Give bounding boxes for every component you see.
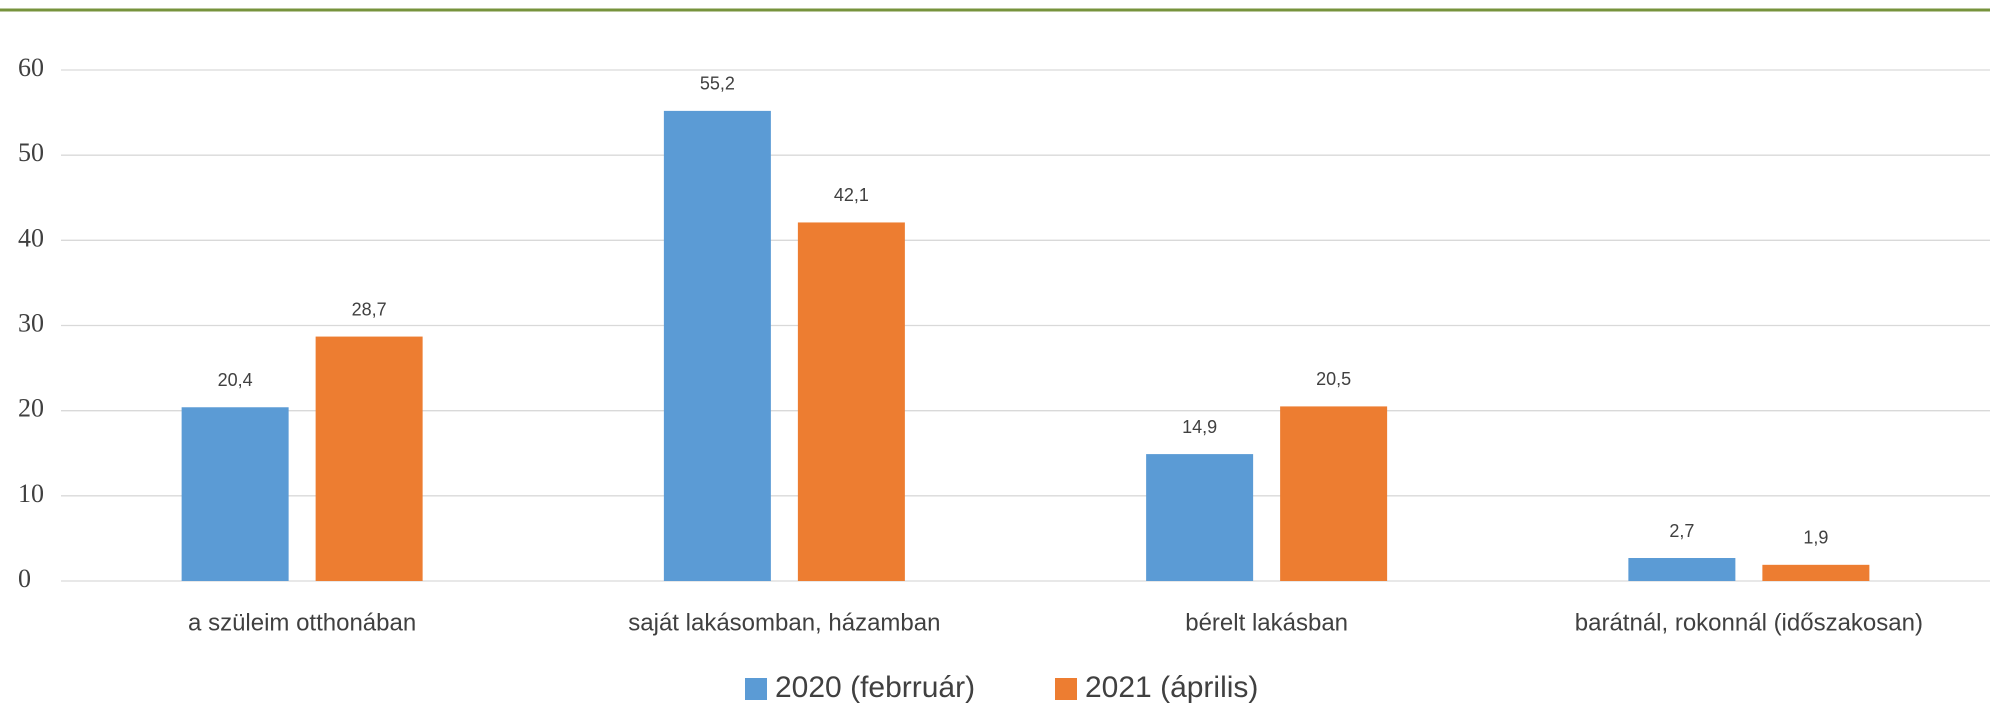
y-tick-label: 60 (18, 53, 44, 82)
x-tick-label: saját lakásomban, házamban (628, 609, 940, 636)
data-label: 1,9 (1803, 528, 1828, 548)
legend-label: 2020 (febrruár) (775, 671, 975, 704)
bar (1146, 454, 1254, 581)
data-label: 2,7 (1669, 521, 1694, 541)
data-label: 55,2 (700, 74, 735, 94)
y-tick-label: 30 (18, 308, 44, 337)
y-tick-label: 10 (18, 479, 44, 508)
bar (1762, 564, 1870, 581)
data-label: 42,1 (834, 185, 869, 205)
data-label: 28,7 (352, 299, 387, 319)
y-tick-label: 50 (18, 138, 44, 167)
bar (663, 110, 771, 581)
data-label: 14,9 (1182, 417, 1217, 437)
y-tick-label: 20 (18, 394, 44, 423)
bar (1628, 558, 1736, 581)
bar (797, 222, 905, 581)
data-label: 20,5 (1316, 369, 1351, 389)
x-tick-label: bérelt lakásban (1185, 609, 1348, 636)
y-tick-label: 40 (18, 223, 44, 252)
legend-swatch (745, 678, 767, 700)
y-tick-label: 0 (18, 564, 31, 593)
x-tick-label: a szüleim otthonában (188, 609, 416, 636)
x-tick-label: barátnál, rokonnál (időszakosan) (1575, 609, 1923, 636)
legend-swatch (1055, 678, 1077, 700)
data-label: 20,4 (218, 370, 253, 390)
bar (181, 407, 289, 581)
bar (315, 336, 423, 581)
legend-label: 2021 (április) (1085, 671, 1258, 704)
bar (1280, 406, 1388, 581)
